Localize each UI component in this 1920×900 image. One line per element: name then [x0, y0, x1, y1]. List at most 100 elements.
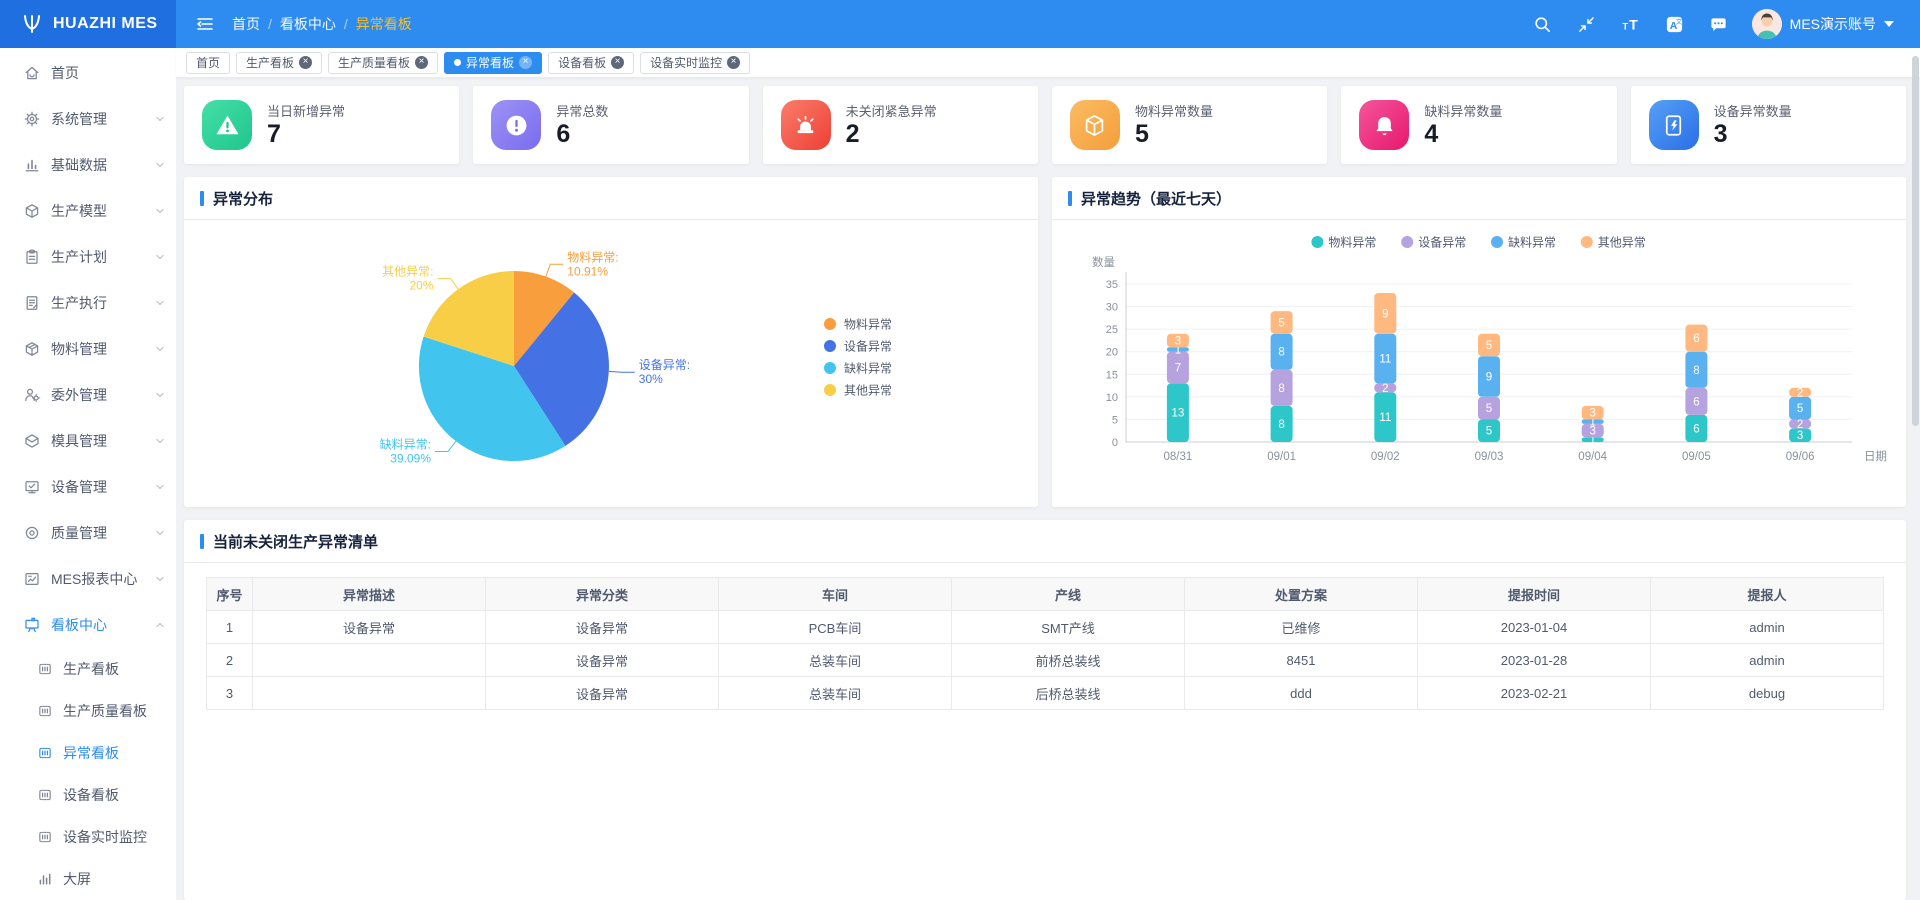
sidebar-item[interactable]: 系统管理: [0, 96, 176, 142]
chevron-down-icon: [154, 251, 166, 263]
sidebar-item[interactable]: MES报表中心: [0, 556, 176, 602]
sidebar-item[interactable]: 委外管理: [0, 372, 176, 418]
pie-panel-title: 异常分布: [213, 190, 274, 208]
legend-item[interactable]: 设备异常: [824, 340, 892, 354]
breadcrumb-board-center[interactable]: 看板中心: [279, 16, 336, 32]
tab-item[interactable]: 设备看板 ×: [548, 51, 635, 74]
user-name: MES演示账号: [1789, 16, 1876, 32]
table-header-cell: 提报人: [1650, 577, 1884, 611]
sidebar-item[interactable]: 质量管理: [0, 510, 176, 556]
legend-item[interactable]: 其他异常: [824, 384, 892, 398]
tab-item[interactable]: 生产看板 ×: [236, 51, 323, 74]
logo-text: HUAZHI MES: [53, 15, 158, 32]
sidebar-item[interactable]: 生产计划: [0, 234, 176, 280]
table-cell: 总装车间: [718, 676, 952, 710]
bar-value-label: 8: [1278, 419, 1284, 431]
pie-panel-header: 异常分布: [184, 177, 1038, 220]
sidebar-subitem[interactable]: 设备看板: [0, 774, 176, 816]
tab-label: 设备看板: [558, 56, 607, 70]
x-tick-label: 09/05: [1682, 451, 1711, 463]
bar-value-label: 2: [1797, 419, 1803, 431]
sidebar-subitem[interactable]: 生产质量看板: [0, 690, 176, 732]
legend-item[interactable]: 物料异常: [1311, 236, 1376, 250]
breadcrumb-home[interactable]: 首页: [232, 16, 260, 32]
pie-chart: 物料异常:10.91% 设备异常:30% 缺料异常:39.09% 其他异常:20% 物料…: [380, 250, 892, 465]
svg-text:其他异常: 其他异常: [1598, 236, 1646, 250]
dashboard-panel-icon: [37, 829, 53, 845]
tab-close-icon[interactable]: ×: [299, 56, 313, 69]
bar-value-label: 9: [1486, 372, 1492, 384]
sidebar-item[interactable]: 生产模型: [0, 188, 176, 234]
tab-item[interactable]: 设备实时监控 ×: [640, 51, 751, 74]
sidebar-item-label: 基础数据: [51, 157, 107, 173]
pie-slice[interactable]: [514, 292, 609, 446]
page-scrollbar-thumb[interactable]: [1912, 56, 1919, 426]
breadcrumb-separator: /: [343, 16, 348, 32]
logo-icon: [20, 12, 44, 36]
table-header-cell: 处置方案: [1184, 577, 1418, 611]
tab-item[interactable]: 首页: [186, 51, 231, 74]
pie-slice[interactable]: [418, 336, 566, 462]
compress-icon[interactable]: [1574, 11, 1600, 37]
pie-slice[interactable]: [514, 271, 575, 366]
table-cell: [252, 643, 486, 677]
sidebar-item[interactable]: 看板中心: [0, 602, 176, 648]
warning-triangle-icon: [202, 100, 252, 150]
sidebar-subitem[interactable]: 设备实时监控: [0, 816, 176, 858]
sidebar-subitem[interactable]: 异常看板: [0, 732, 176, 774]
sidebar-item[interactable]: 生产执行: [0, 280, 176, 326]
sidebar-item[interactable]: 物料管理: [0, 326, 176, 372]
menu-fold-icon[interactable]: [192, 11, 218, 37]
equipment-monitor-icon: [23, 478, 41, 496]
bar-segment: [1789, 387, 1812, 397]
chevron-down-icon: [154, 159, 166, 171]
legend-item[interactable]: 缺料异常: [824, 361, 892, 376]
user-menu[interactable]: MES演示账号: [1751, 9, 1894, 39]
pie-slice[interactable]: [423, 270, 514, 366]
tab-close-icon[interactable]: ×: [727, 56, 741, 69]
bar-segment: [1374, 383, 1397, 393]
trend-panel-title: 异常趋势（最近七天）: [1081, 190, 1232, 208]
tab-close-icon[interactable]: ×: [415, 56, 429, 69]
search-icon[interactable]: [1530, 11, 1556, 37]
legend-item[interactable]: 设备异常: [1401, 236, 1466, 250]
message-icon[interactable]: [1706, 11, 1732, 37]
sidebar-item-label: MES报表中心: [51, 571, 138, 587]
bar-segment: [1478, 396, 1500, 420]
legend-item[interactable]: 其他异常: [1580, 236, 1646, 250]
tab-item[interactable]: 异常看板 ×: [444, 51, 543, 74]
database-bars-icon: [23, 156, 41, 174]
svg-text:文: 文: [1676, 18, 1682, 26]
exclamation-circle-icon: [491, 100, 542, 150]
bar-value-label: 6: [1693, 333, 1699, 345]
sidebar-item[interactable]: 模具管理: [0, 418, 176, 464]
sidebar-item-label: 生产计划: [51, 249, 107, 265]
tab-item[interactable]: 生产质量看板 ×: [328, 51, 439, 74]
sidebar-item-label: 物料管理: [51, 341, 107, 357]
table-panel-title: 当前未关闭生产异常清单: [213, 533, 379, 551]
legend-item[interactable]: 物料异常: [824, 318, 892, 332]
tab-close-icon[interactable]: ×: [519, 56, 533, 69]
sidebar-item[interactable]: 设备管理: [0, 464, 176, 510]
bar-segment: [1478, 419, 1500, 442]
table-row: 2 设备异常 总装车间 前桥总装线 8451 2023-01-28 admin: [206, 643, 1884, 677]
stat-card-label: 当日新增异常: [267, 104, 346, 120]
material-package-icon: [23, 340, 41, 358]
breadcrumb-current: 异常看板: [355, 16, 412, 32]
legend-item[interactable]: 缺料异常: [1491, 235, 1556, 250]
table-header-cell: 提报时间: [1417, 577, 1651, 611]
sidebar-item-label: 生产看板: [63, 661, 119, 677]
tab-close-icon[interactable]: ×: [611, 56, 625, 69]
sidebar-item[interactable]: 基础数据: [0, 142, 176, 188]
sidebar-item[interactable]: 首页: [0, 50, 176, 96]
sidebar-subitem[interactable]: 生产看板: [0, 648, 176, 690]
caret-down-icon: [1884, 21, 1894, 27]
bar-segment: [1374, 392, 1397, 442]
dashboard-panel-icon: [37, 703, 53, 719]
tab-label: 生产质量看板: [338, 56, 411, 70]
stat-card-label: 设备异常数量: [1713, 104, 1792, 120]
sidebar-subitem[interactable]: 大屏: [0, 858, 176, 900]
bar-segment: [1270, 405, 1293, 442]
